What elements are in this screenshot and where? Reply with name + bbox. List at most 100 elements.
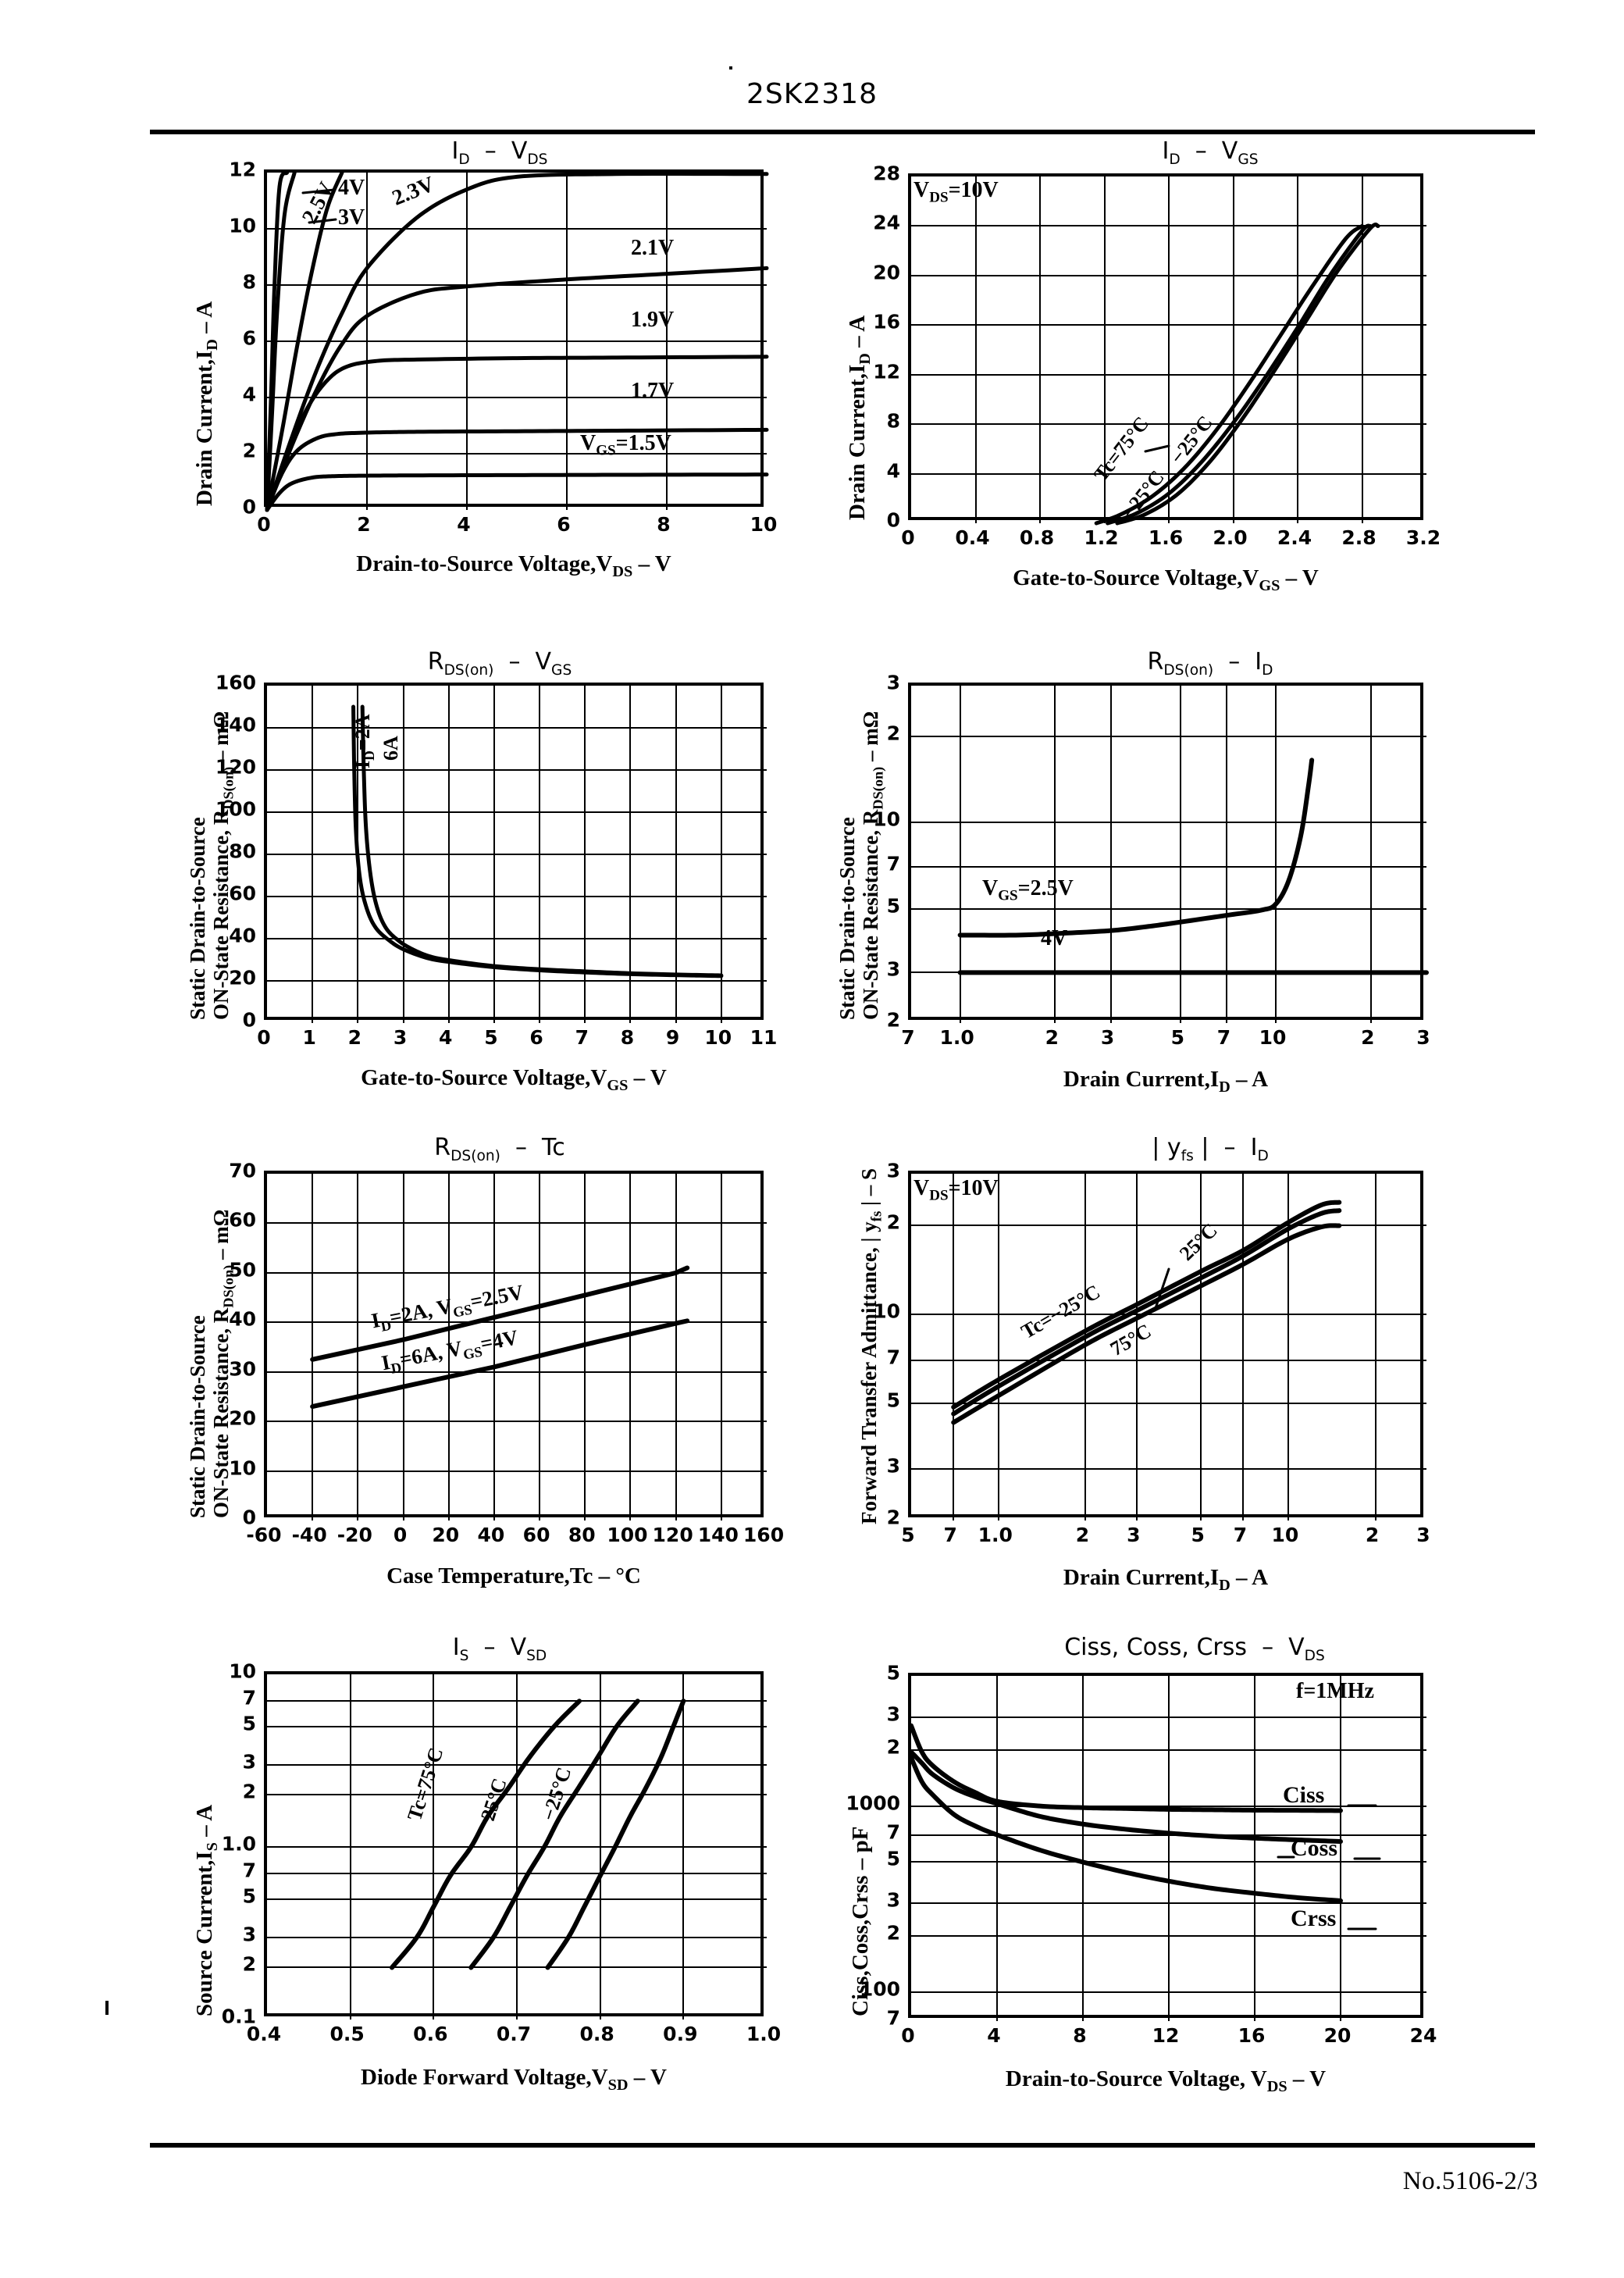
gridline-horizontal	[267, 1794, 767, 1796]
x-axis-tick: 20	[1323, 2024, 1352, 2047]
y-axis-tick: 4	[886, 459, 900, 483]
gridline-horizontal	[267, 1421, 767, 1423]
y-axis-tick: 3	[242, 1750, 256, 1774]
curve-Tc=75°C	[1094, 223, 1364, 526]
chart-title: RDS(on) – VGS	[427, 648, 572, 679]
gridline-horizontal	[267, 1371, 767, 1373]
y-axis-tick: 5	[242, 1712, 256, 1735]
y-axis-tick: 2	[886, 1210, 900, 1234]
gridline-vertical	[357, 1174, 359, 1520]
curve-VGS=2.5V	[957, 758, 1315, 938]
x-axis-label: Drain-to-Source Voltage,VDS – V	[356, 551, 671, 580]
x-axis-tick: 2	[1075, 1524, 1090, 1546]
curve-label: 4V	[1041, 926, 1068, 950]
x-axis-tick: 10	[704, 1026, 732, 1049]
gridline-vertical	[629, 1174, 632, 1520]
gridline-horizontal	[267, 1936, 767, 1938]
x-axis-tick: 3	[1127, 1524, 1141, 1546]
curve-layer	[390, 1699, 686, 1970]
gridline-horizontal	[911, 1314, 1426, 1316]
x-axis-tick: 0	[257, 513, 271, 536]
y-axis-tick: 100	[215, 797, 256, 821]
x-axis-tick: 6	[529, 1026, 543, 1049]
chart-title: IS – VSD	[452, 1634, 547, 1664]
x-axis-tick: 6	[557, 513, 571, 536]
x-axis-tick: 8	[657, 513, 671, 536]
curve-label: Crss	[1291, 1905, 1337, 1931]
document-number: No.5106-2/3	[1402, 2167, 1538, 2195]
gridline-vertical	[1232, 176, 1234, 523]
gridline-vertical	[1226, 686, 1228, 1023]
gridline-horizontal	[267, 1321, 767, 1324]
x-axis-tick: 4	[457, 513, 471, 536]
x-axis-tick: 1.2	[1084, 526, 1119, 549]
x-axis-tick: 2.8	[1341, 526, 1376, 549]
gridline-horizontal	[911, 907, 1426, 910]
x-axis-tick: 2	[347, 1026, 362, 1049]
x-axis-tick: 1	[302, 1026, 316, 1049]
leader-layer	[301, 188, 337, 224]
gridline-vertical	[997, 1174, 999, 1520]
curve-VGS=1.9V	[265, 355, 769, 512]
y-axis-tick: 7	[886, 1820, 900, 1844]
gridline-horizontal	[267, 1846, 767, 1848]
x-axis-label: Gate-to-Source Voltage,VGS – V	[1013, 565, 1319, 594]
gridline-horizontal	[911, 866, 1426, 868]
y-axis-tick: 12	[873, 360, 900, 383]
gridline-horizontal	[267, 1222, 767, 1225]
curve-label: 1.9V	[631, 308, 675, 332]
x-axis-tick: 2.4	[1277, 526, 1312, 549]
gridline-horizontal	[267, 727, 767, 729]
y-axis-tick: 0.1	[221, 2005, 256, 2028]
gridline-horizontal	[267, 1763, 767, 1766]
y-axis-tick: 5	[886, 1661, 900, 1684]
y-axis-tick: 3	[886, 1454, 900, 1478]
y-axis-tick: 3	[886, 1159, 900, 1182]
gridline-horizontal	[911, 1749, 1426, 1751]
chart-rdson-tc: RDS(on) – Tc Static Drain-to-Source ON-St…	[148, 1134, 804, 1634]
leader-line	[301, 188, 336, 194]
x-axis-tick: 3	[1100, 1026, 1115, 1049]
x-axis-tick: 0.4	[955, 526, 990, 549]
y-axis-tick: 20	[229, 1406, 256, 1430]
x-axis-tick: 1.0	[978, 1524, 1013, 1546]
gridline-vertical	[1109, 686, 1112, 1023]
y-axis-tick: 16	[873, 310, 900, 333]
gridline-vertical	[1135, 1174, 1138, 1520]
gridline-horizontal	[911, 735, 1426, 737]
gridline-horizontal	[911, 1861, 1426, 1863]
chart-is-vsd: IS – VSD Source Current,IS – A Diode For…	[105, 1634, 804, 2141]
y-axis-tick: 7	[886, 2006, 900, 2030]
y-axis-tick: 100	[859, 1977, 900, 2001]
gridline-horizontal	[267, 228, 767, 230]
leader-line	[1153, 1267, 1170, 1312]
curve-25°C	[1106, 223, 1373, 526]
x-axis-tick: 9	[665, 1026, 680, 1049]
plot-area	[264, 683, 767, 1023]
x-axis-tick: 120	[652, 1524, 693, 1546]
y-axis-tick: 20	[229, 966, 256, 989]
chart-title: | yfs | – ID	[1152, 1134, 1269, 1164]
gridline-horizontal	[267, 397, 767, 398]
gridline-vertical	[1039, 176, 1041, 523]
curve-25°C	[951, 1200, 1342, 1410]
x-axis-tick: 2	[357, 513, 371, 536]
y-axis-tick: 1.0	[221, 1832, 256, 1856]
leader-layer	[1277, 1804, 1381, 1930]
x-axis-tick: 0.6	[413, 2023, 448, 2045]
gridline-horizontal	[911, 1716, 1426, 1718]
y-axis-tick: 60	[229, 1208, 256, 1232]
chart-rdson-id: RDS(on) – ID Static Drain-to-Source ON-St…	[835, 648, 1522, 1132]
gridline-horizontal	[267, 1700, 767, 1702]
gridline-horizontal	[267, 1873, 767, 1875]
curve-Tc=75°C	[390, 1699, 582, 1970]
curve-ID=6A, VGS=4V	[310, 1318, 690, 1410]
gridline-vertical	[953, 1174, 955, 1520]
curve-layer	[351, 704, 724, 979]
x-axis-tick: 7	[1233, 1524, 1248, 1546]
gridline-vertical	[402, 1174, 404, 1520]
x-axis-tick: 8	[620, 1026, 635, 1049]
curve-label: Coss	[1291, 1835, 1338, 1861]
gridline-horizontal	[267, 1271, 767, 1274]
curve-Tc=−25°C	[951, 1208, 1342, 1417]
